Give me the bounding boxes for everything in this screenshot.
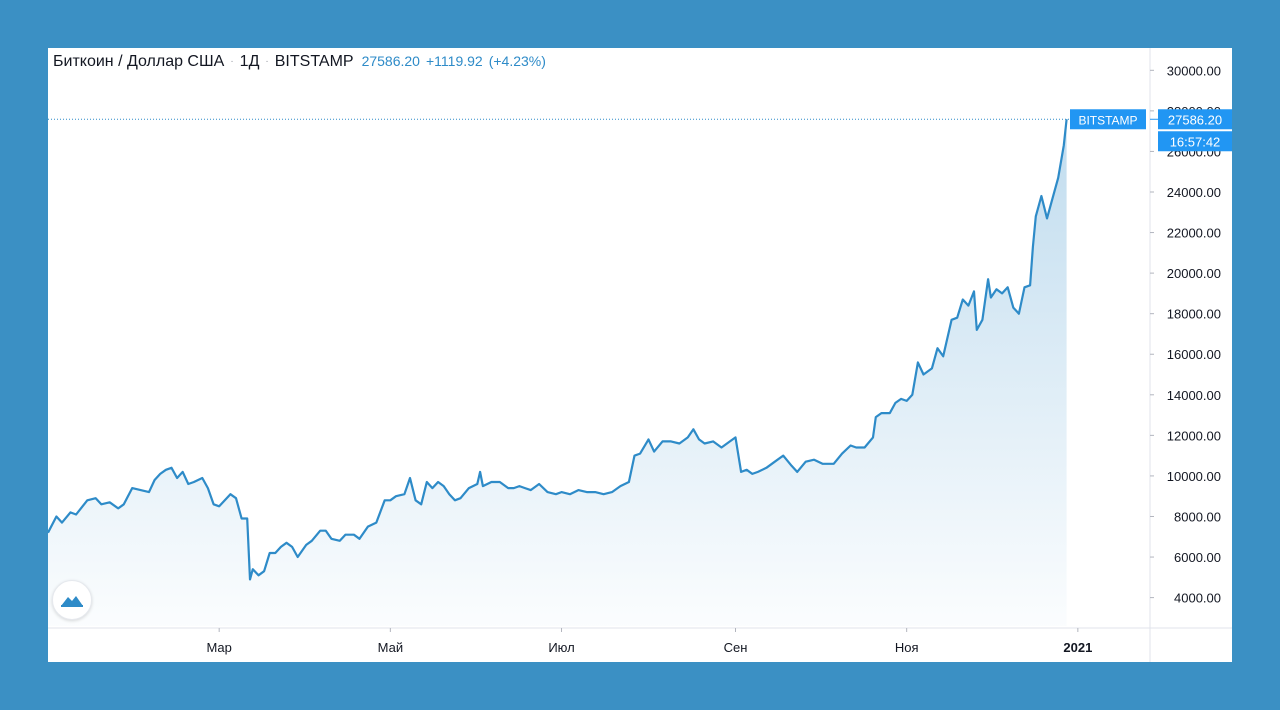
- countdown-tag: [1158, 131, 1232, 152]
- y-tick-label: 18000.00: [1167, 307, 1221, 322]
- price-line: [48, 119, 1068, 581]
- y-tick-label: 6000.00: [1174, 550, 1221, 565]
- y-tick-label: 20000.00: [1167, 266, 1221, 281]
- price-change: +1119.92: [425, 53, 483, 69]
- interval-label[interactable]: 1Д: [239, 53, 260, 70]
- exchange-label: BITSTAMP: [274, 53, 354, 70]
- exchange-tag-label: BITSTAMP: [1078, 113, 1137, 127]
- y-tick-label: 8000.00: [1174, 509, 1221, 524]
- x-tick-label: Мар: [206, 640, 231, 655]
- x-tick-label: Сен: [724, 640, 748, 655]
- y-tick-label: 16000.00: [1167, 347, 1221, 362]
- symbol-name[interactable]: Биткоин / Доллар США: [53, 53, 225, 70]
- symbol-header: Биткоин / Доллар США · 1Д · BITSTAMP 27586.20…: [53, 53, 546, 71]
- x-tick-label: 2021: [1063, 640, 1092, 655]
- y-tick-label: 4000.00: [1174, 591, 1221, 606]
- tradingview-logo-button[interactable]: [52, 580, 92, 620]
- last-price: 27586.20: [361, 53, 420, 69]
- y-tick-label: 24000.00: [1167, 185, 1221, 200]
- x-tick-label: Ноя: [895, 640, 919, 655]
- tradingview-cloud-icon: [61, 596, 83, 607]
- exchange-tag: [1070, 109, 1146, 130]
- x-tick-label: Май: [378, 640, 403, 655]
- separator: ·: [265, 56, 269, 68]
- separator: ·: [230, 56, 234, 68]
- price-area-fill: [48, 119, 1067, 627]
- y-tick-label: 12000.00: [1167, 428, 1221, 443]
- price-change-percent: (+4.23%): [488, 53, 546, 69]
- countdown-label: 16:57:42: [1170, 134, 1221, 149]
- y-tick-label: 30000.00: [1167, 63, 1221, 78]
- price-tag: [1158, 109, 1232, 130]
- y-tick-label: 10000.00: [1167, 469, 1221, 484]
- chart-canvas[interactable]: 4000.00 6000.00 8000.00 10000.00 12000.00 140…: [48, 48, 1232, 662]
- y-tick-label: 14000.00: [1167, 388, 1221, 403]
- y-tick-label: 22000.00: [1167, 226, 1221, 241]
- chart-panel: 4000.00 6000.00 8000.00 10000.00 12000.00 140…: [48, 48, 1232, 662]
- x-tick-label: Июл: [548, 640, 574, 655]
- price-tag-label: 27586.20: [1168, 112, 1222, 127]
